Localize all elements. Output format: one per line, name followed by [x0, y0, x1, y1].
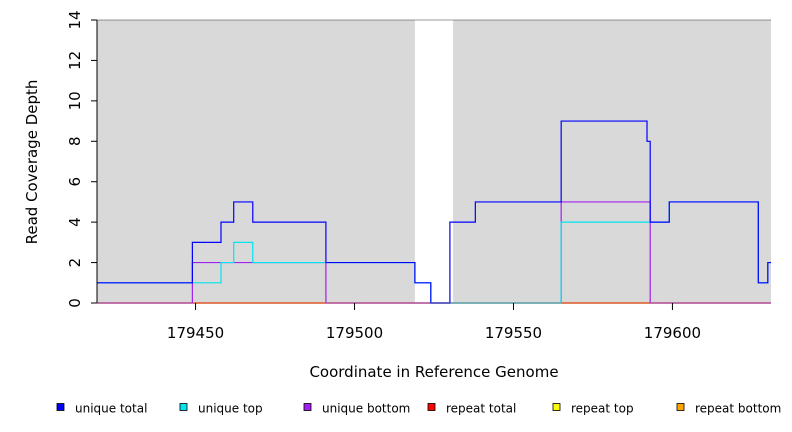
- x-tick-label: 179600: [644, 324, 701, 342]
- y-tick-label: 6: [66, 177, 84, 187]
- legend-label: unique bottom: [322, 402, 410, 416]
- covered-region-2: [453, 20, 771, 303]
- legend-label: repeat bottom: [695, 402, 781, 416]
- legend-item: repeat top: [552, 402, 634, 416]
- legend-label: unique top: [198, 402, 263, 416]
- x-axis-title: Coordinate in Reference Genome: [309, 363, 558, 381]
- legend-item: repeat total: [427, 402, 516, 416]
- y-tick-label: 2: [66, 258, 84, 268]
- x-tick-label: 179450: [167, 324, 224, 342]
- legend-label: repeat total: [446, 402, 516, 416]
- y-tick-label: 8: [66, 137, 84, 147]
- x-tick-label: 179550: [485, 324, 542, 342]
- series-line-unique-total: [97, 120, 771, 304]
- legend-label: unique total: [75, 402, 147, 416]
- legend-swatch: [179, 403, 188, 411]
- legend: unique total unique top unique bottom repea…: [56, 402, 781, 416]
- legend-label: repeat top: [571, 402, 634, 416]
- y-tick-label: 10: [66, 91, 84, 110]
- covered-region-1: [97, 20, 415, 303]
- y-axis-title: Read Coverage Depth: [23, 80, 41, 245]
- y-tick-label: 12: [66, 51, 84, 70]
- legend-item: unique bottom: [303, 402, 410, 416]
- axes: 0 2 4 6 8 10 12 14 179450 179500 179550 179600: [66, 10, 771, 342]
- legend-swatch: [303, 403, 312, 411]
- legend-swatch: [56, 403, 65, 411]
- y-tick-label: 4: [66, 217, 84, 227]
- legend-item: unique top: [179, 402, 263, 416]
- y-tick-label: 14: [66, 10, 84, 29]
- x-tick-label: 179500: [326, 324, 383, 342]
- y-tick-label: 0: [66, 298, 84, 308]
- legend-item: unique total: [56, 402, 147, 416]
- legend-item: repeat bottom: [676, 402, 781, 416]
- legend-swatch: [676, 403, 685, 411]
- legend-swatch: [427, 403, 436, 411]
- covered-region-backgrounds: [97, 20, 771, 303]
- legend-swatch: [552, 403, 561, 411]
